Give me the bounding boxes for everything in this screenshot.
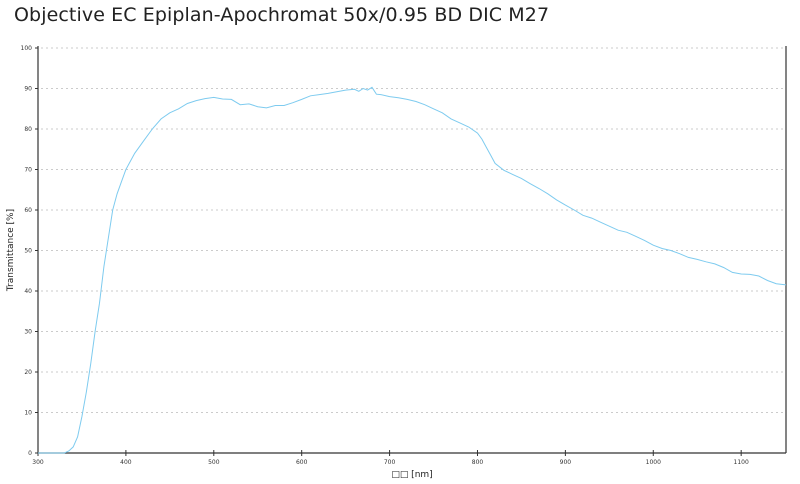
y-axis-ticks: 0 10 20 30 40 50 60 70 80 90 100 xyxy=(21,45,38,457)
x-axis-label: □□ [nm] xyxy=(391,470,432,480)
y-tick-label: 90 xyxy=(24,86,32,93)
y-tick-label: 70 xyxy=(24,167,32,174)
x-tick-label: 400 xyxy=(120,459,132,466)
x-tick-label: 700 xyxy=(384,459,396,466)
x-axis-ticks: 300 400 500 600 700 800 900 1000 1100 xyxy=(32,450,749,466)
y-tick-label: 20 xyxy=(24,369,32,376)
chart-title: Objective EC Epiplan-Apochromat 50x/0.95… xyxy=(14,4,550,26)
y-tick-label: 60 xyxy=(24,207,32,214)
x-tick-label: 600 xyxy=(296,459,308,466)
x-tick-label: 500 xyxy=(208,459,220,466)
gridlines xyxy=(41,47,784,413)
y-axis-label: Transmittance [%] xyxy=(6,209,16,292)
y-tick-label: 100 xyxy=(21,45,33,52)
y-tick-label: 10 xyxy=(24,410,32,417)
y-tick-label: 40 xyxy=(24,288,32,295)
y-tick-label: 30 xyxy=(24,329,32,336)
x-tick-label: 900 xyxy=(560,459,572,466)
y-tick-label: 50 xyxy=(24,248,32,255)
x-tick-label: 1100 xyxy=(734,459,749,466)
y-tick-label: 80 xyxy=(24,126,32,133)
x-tick-label: 300 xyxy=(32,459,44,466)
y-tick-label: 0 xyxy=(28,450,32,457)
x-tick-label: 800 xyxy=(472,459,484,466)
x-tick-label: 1000 xyxy=(646,459,661,466)
axes xyxy=(37,46,787,454)
transmittance-curve xyxy=(38,86,787,454)
